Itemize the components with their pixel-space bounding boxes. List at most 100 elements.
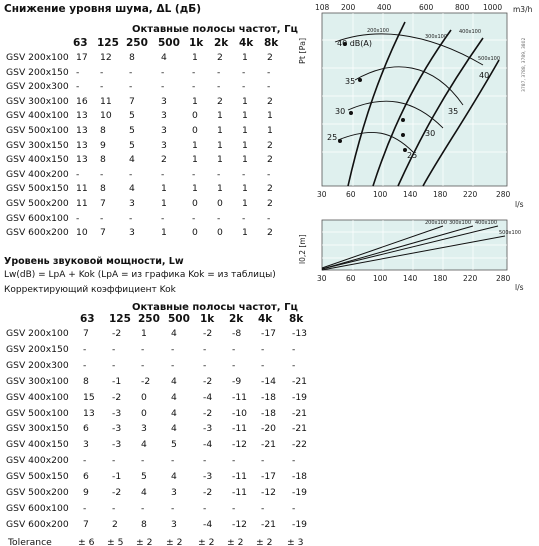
row-cell: 11 xyxy=(76,183,88,195)
row-cell: - xyxy=(129,212,133,224)
tolerance-cell: ± 2 xyxy=(256,536,273,546)
top-tick-2: 400 xyxy=(377,3,392,12)
row-model: GSV 400x200 xyxy=(6,455,69,467)
row-cell: - xyxy=(217,81,221,93)
row-cell: 2 xyxy=(267,227,273,239)
sound-label-30-right: 30 xyxy=(425,129,435,138)
row-cell: - xyxy=(203,455,207,467)
point-30 xyxy=(349,111,353,115)
row-cell: 4 xyxy=(129,154,135,166)
x-tick-6: 280 xyxy=(496,190,511,199)
noise-freq-header: 63 125 250 500 1k 2k 4k 8k xyxy=(0,37,285,51)
row-cell: -9 xyxy=(232,375,242,387)
row-cell: - xyxy=(76,168,80,180)
row-cell: 4 xyxy=(171,471,177,483)
top-tick-3: 600 xyxy=(419,3,434,12)
row-cell: - xyxy=(267,66,271,78)
table-row: GSV 300x100 16 11 7 3 1 2 1 2 xyxy=(0,96,285,111)
sound-label-40: 40 dB(A) xyxy=(337,39,372,48)
row-cell: - xyxy=(141,359,145,371)
arc-30db xyxy=(347,100,444,129)
tolerance-cell: ± 5 xyxy=(107,536,124,546)
row-cell: 13 xyxy=(76,154,88,166)
row-cell: 2 xyxy=(267,183,273,195)
row-cell: 1 xyxy=(242,125,248,136)
row-cell: - xyxy=(267,212,271,224)
row-cell: -2 xyxy=(203,487,213,498)
row-model: GSV 500x100 xyxy=(6,125,69,136)
kok-freq-6: 4k xyxy=(258,313,273,325)
row-cell: -1 xyxy=(112,471,122,483)
row-cell: - xyxy=(100,212,104,224)
row-cell: -18 xyxy=(292,471,308,483)
row-cell: 0 xyxy=(141,407,147,419)
row-cell: 2 xyxy=(267,198,273,209)
row-cell: -4 xyxy=(203,439,213,451)
row-cell: 5 xyxy=(129,125,135,136)
noise-freq-2: 250 xyxy=(126,37,148,49)
table-row: GSV 200x150 - - - - - - - - xyxy=(0,344,310,359)
table-row: GSV 200x100 17 12 8 4 1 2 1 2 xyxy=(0,52,285,67)
row-cell: 3 xyxy=(161,110,167,122)
row-cell: -8 xyxy=(232,328,242,339)
row-cell: -3 xyxy=(203,423,213,435)
x-tick-1: 60 xyxy=(346,190,356,199)
row-cell: -4 xyxy=(203,518,213,530)
row-cell: 2 xyxy=(267,154,273,166)
throw-x-tick-2: 100 xyxy=(373,274,388,283)
throw-label-400x100: 400x100 xyxy=(475,220,497,226)
row-model: GSV 400x100 xyxy=(6,391,69,403)
kok-freq-3: 500 xyxy=(168,313,190,325)
row-cell: 1 xyxy=(141,328,147,339)
row-cell: 4 xyxy=(161,52,167,63)
sound-label-35-right: 35 xyxy=(448,107,458,116)
row-cell: -2 xyxy=(112,328,122,339)
row-cell: 8 xyxy=(100,125,106,136)
row-cell: 4 xyxy=(171,423,177,435)
row-cell: 7 xyxy=(83,328,89,339)
row-cell: -11 xyxy=(232,471,248,483)
row-model: GSV 500x200 xyxy=(6,198,69,209)
row-cell: 1 xyxy=(242,139,248,151)
row-cell: -2 xyxy=(141,375,151,387)
row-cell: - xyxy=(192,66,196,78)
row-cell: 5 xyxy=(129,139,135,151)
tolerance-cell: ± 2 xyxy=(136,536,153,546)
row-cell: - xyxy=(161,168,165,180)
kok-freq-1: 125 xyxy=(109,313,131,325)
sound-label-25-right: 25 xyxy=(407,151,417,160)
row-model: GSV 300x100 xyxy=(6,375,69,387)
row-model: GSV 500x150 xyxy=(6,471,69,483)
row-model: GSV 500x100 xyxy=(6,407,69,419)
row-cell: -3 xyxy=(112,439,122,451)
row-model: GSV 400x150 xyxy=(6,154,69,166)
row-model: GSV 200x300 xyxy=(6,359,69,371)
x-tick-5: 220 xyxy=(463,190,478,199)
kok-freq-0: 63 xyxy=(80,313,95,325)
tolerance-row: Tolerance ± 6 ± 5 ± 2 ± 2 ± 2 ± 2 ± 2 ± 3 xyxy=(0,537,310,546)
row-cell: -10 xyxy=(232,407,248,419)
row-cell: - xyxy=(129,168,133,180)
row-model: GSV 200x300 xyxy=(6,81,69,93)
row-cell: - xyxy=(261,455,265,467)
throw-label-200x100: 200x100 xyxy=(425,220,447,226)
throw-200x100 xyxy=(321,225,444,269)
tolerance-cell: ± 3 xyxy=(287,536,304,546)
row-cell: -20 xyxy=(261,423,277,435)
row-cell: - xyxy=(141,343,145,355)
table-row: GSV 500x100 13 -3 0 4 -2 -10 -18 -21 xyxy=(0,408,310,423)
row-cell: -2 xyxy=(112,487,122,498)
row-cell: - xyxy=(232,343,236,355)
row-cell: 15 xyxy=(83,391,95,403)
throw-500x100 xyxy=(321,235,506,271)
row-cell: -18 xyxy=(261,391,277,403)
row-cell: -21 xyxy=(261,439,277,451)
row-model: GSV 200x100 xyxy=(6,52,69,63)
row-cell: - xyxy=(292,502,296,514)
row-cell: 2 xyxy=(267,95,273,107)
top-tick-5: 1000 xyxy=(483,3,502,12)
row-model: GSV 400x100 xyxy=(6,110,69,122)
noise-bands-header: Октавные полосы частот, Гц xyxy=(132,24,298,35)
row-cell: 3 xyxy=(171,487,177,498)
table-row: GSV 400x200- - - - - - - - xyxy=(0,169,285,184)
